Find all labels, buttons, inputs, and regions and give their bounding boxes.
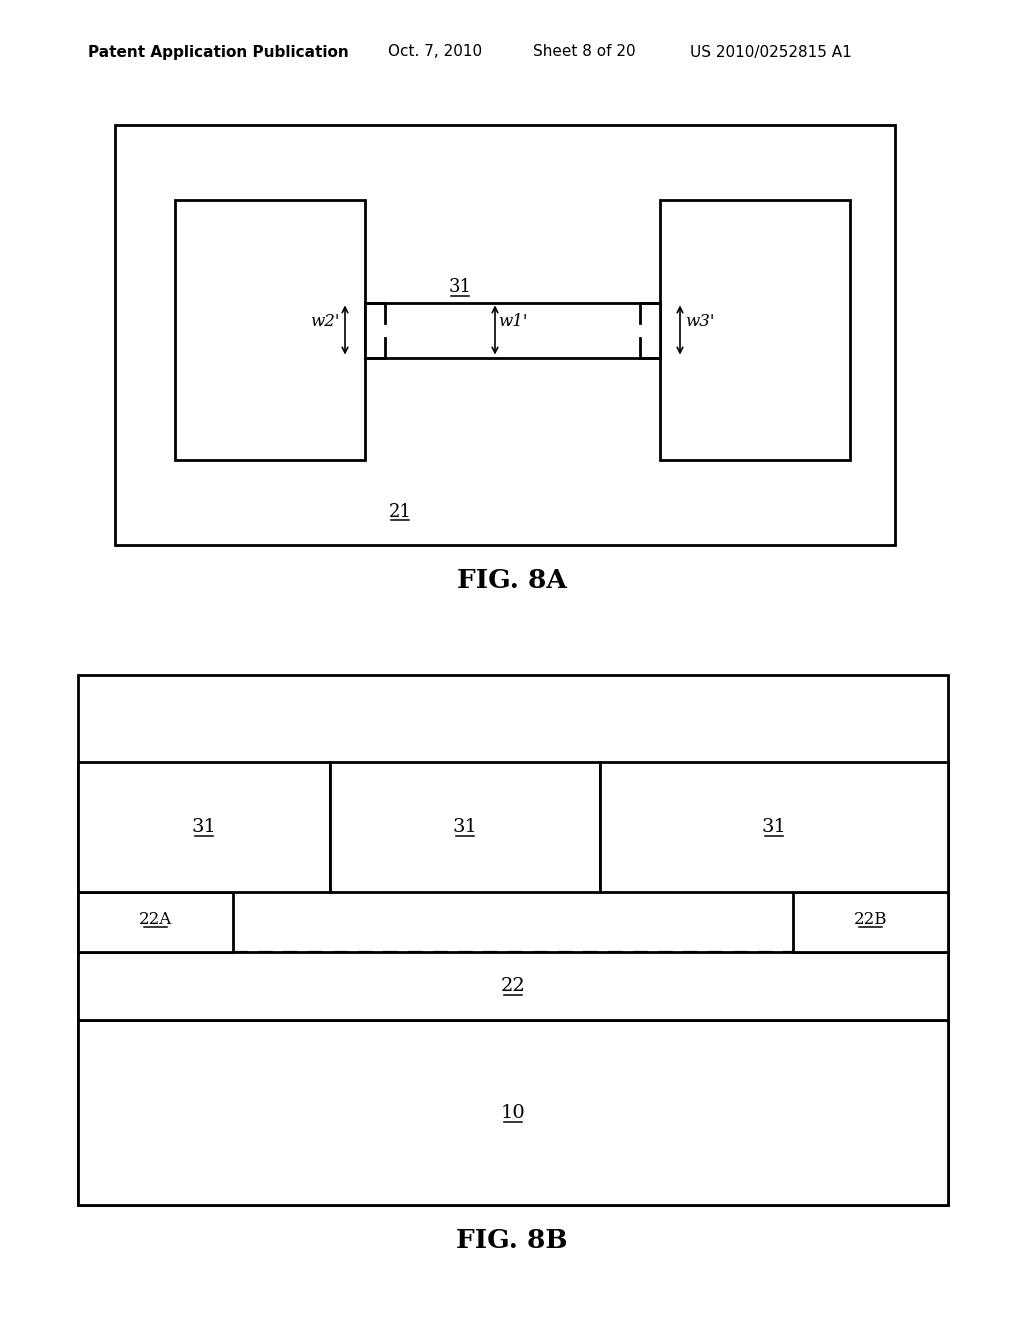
Bar (78, 952, 948, 1020)
Bar (365, 302, 660, 358)
Text: 31: 31 (762, 818, 786, 836)
Bar (115, 125, 895, 545)
Text: US 2010/0252815 A1: US 2010/0252815 A1 (690, 45, 852, 59)
Text: 21: 21 (388, 503, 412, 521)
Text: 22A: 22A (139, 911, 172, 928)
Bar (330, 762, 600, 892)
Text: w2': w2' (310, 314, 340, 330)
Text: Oct. 7, 2010: Oct. 7, 2010 (388, 45, 482, 59)
Text: 22B: 22B (854, 911, 887, 928)
Text: Patent Application Publication: Patent Application Publication (88, 45, 349, 59)
Bar (175, 201, 365, 459)
Text: FIG. 8B: FIG. 8B (456, 1228, 568, 1253)
Bar (660, 201, 850, 459)
Text: 22: 22 (501, 977, 525, 995)
Bar (600, 762, 948, 892)
Bar (793, 892, 948, 952)
Text: 31: 31 (453, 818, 477, 836)
Bar (78, 1020, 948, 1205)
Bar (78, 892, 233, 952)
Bar (78, 762, 330, 892)
Text: Sheet 8 of 20: Sheet 8 of 20 (534, 45, 636, 59)
Text: 31: 31 (191, 818, 216, 836)
Text: 10: 10 (501, 1104, 525, 1122)
Text: 31: 31 (449, 279, 471, 297)
Text: w3': w3' (685, 314, 715, 330)
Text: FIG. 8A: FIG. 8A (457, 568, 567, 593)
Text: w1': w1' (498, 314, 527, 330)
Bar (78, 675, 948, 1205)
